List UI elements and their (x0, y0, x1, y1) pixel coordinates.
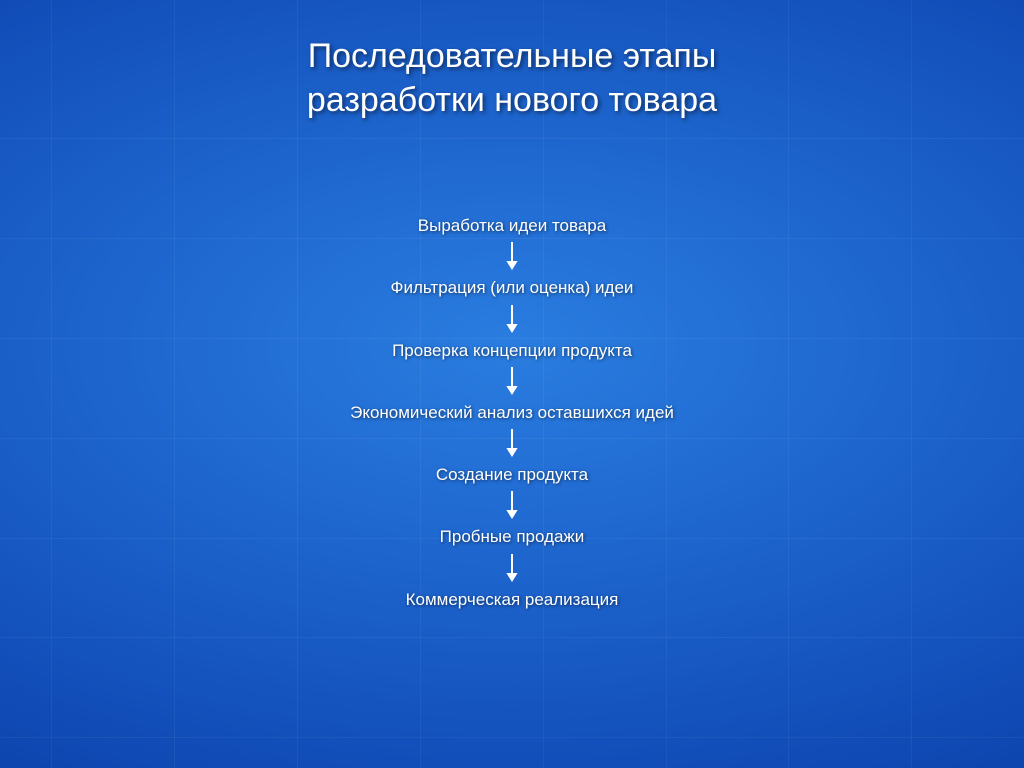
flow-step: Фильтрация (или оценка) идеи (391, 277, 634, 298)
flow-step: Выработка идеи товара (418, 215, 606, 236)
arrow-down-icon (503, 367, 521, 395)
title-line-2: разработки нового товара (307, 81, 717, 119)
arrow-down-icon (503, 242, 521, 270)
flow-step: Пробные продажи (440, 526, 585, 547)
slide-title: Последовательные этапы разработки нового… (0, 35, 1024, 122)
arrow-down-icon (503, 491, 521, 519)
flow-step: Экономический анализ оставшихся идей (350, 402, 674, 423)
slide: Последовательные этапы разработки нового… (0, 0, 1024, 768)
arrow-down-icon (503, 554, 521, 582)
flowchart: Выработка идеи товара Фильтрация (или оце… (0, 215, 1024, 610)
flow-step: Коммерческая реализация (406, 589, 619, 610)
arrow-down-icon (503, 305, 521, 333)
arrow-down-icon (503, 429, 521, 457)
gridline-horizontal (0, 637, 1024, 638)
title-line-1: Последовательные этапы (308, 37, 717, 75)
flow-step: Проверка концепции продукта (392, 340, 632, 361)
gridline-horizontal (0, 138, 1024, 139)
flow-step: Создание продукта (436, 464, 588, 485)
gridline-horizontal (0, 737, 1024, 738)
